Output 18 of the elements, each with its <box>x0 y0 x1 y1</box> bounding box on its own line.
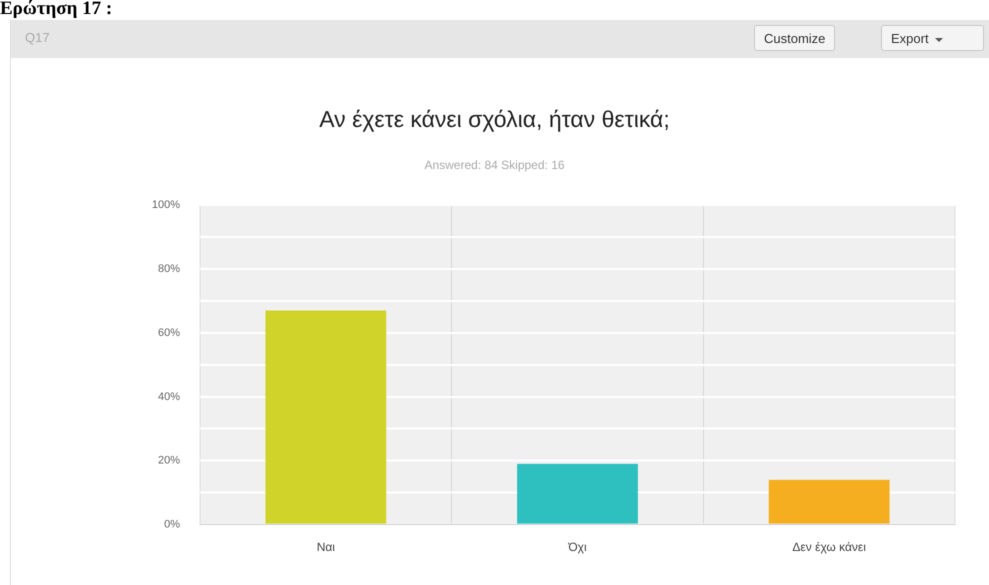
y-tick-label: 0% <box>164 518 180 531</box>
text: Customize <box>754 25 836 51</box>
bar <box>768 480 890 524</box>
x-tick-label: Δεν έχω κάνει <box>792 540 866 554</box>
text: Q17 <box>25 30 50 45</box>
text: Ερώτηση 17 : <box>0 0 112 20</box>
bar <box>265 310 386 524</box>
chart-subtitle: Answered: 84 Skipped: 16 <box>423 158 566 172</box>
y-tick-label: 40% <box>158 390 180 403</box>
y-tick-label: 80% <box>158 262 180 275</box>
x-tick-label: Όχι <box>567 540 587 554</box>
x-tick-label: Ναι <box>316 540 336 554</box>
text: Export <box>881 25 984 51</box>
y-tick-label: 60% <box>158 326 180 339</box>
y-tick-label: 20% <box>158 454 180 467</box>
bar <box>517 464 638 524</box>
chart-title: Αν έχετε κάνει σχόλια, ήταν θετικά; <box>318 106 671 133</box>
y-tick-label: 100% <box>152 199 180 212</box>
